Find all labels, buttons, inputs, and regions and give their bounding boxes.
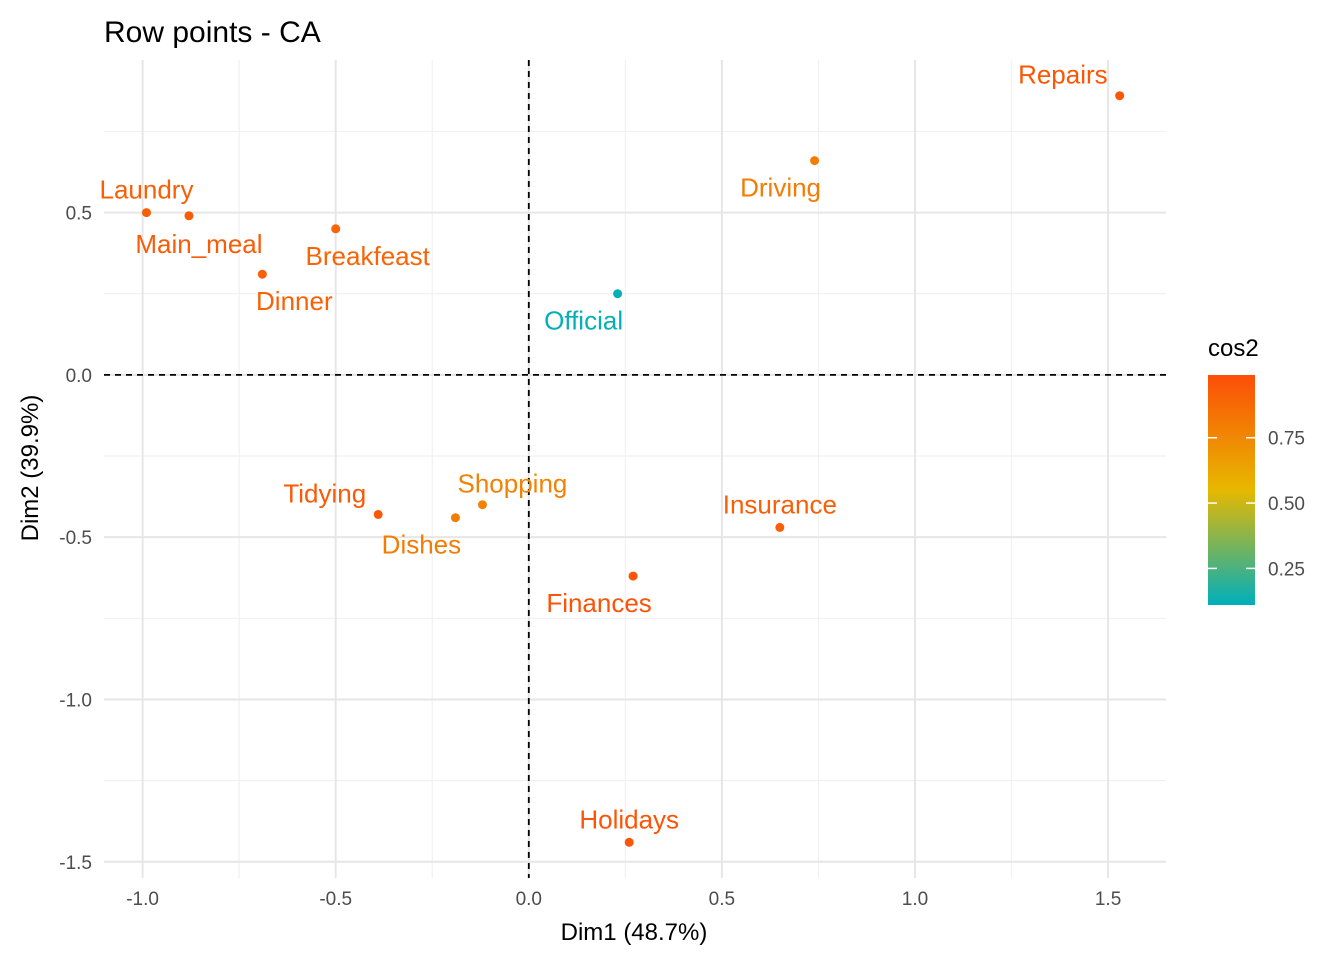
y-axis-title: Dim2 (39.9%) xyxy=(17,395,44,542)
reference-lines xyxy=(104,60,1166,878)
grid-major xyxy=(104,60,1166,878)
point-label: Official xyxy=(544,306,623,336)
point-labels: Laundry Main_meal Dinner Breakfeast Tidying D… xyxy=(99,60,1107,835)
point-label: Dinner xyxy=(256,286,333,316)
point-label: Main_meal xyxy=(135,229,262,259)
data-point xyxy=(613,289,623,299)
data-point xyxy=(810,156,820,166)
legend-tick-label: 0.25 xyxy=(1268,559,1305,580)
point-label: Shopping xyxy=(458,469,568,499)
x-tick-label: 1.5 xyxy=(1095,889,1121,910)
x-tick-label: -0.5 xyxy=(319,889,352,910)
legend-title: cos2 xyxy=(1208,335,1259,362)
legend-tick-label: 0.50 xyxy=(1268,494,1305,515)
data-point xyxy=(373,509,383,519)
data-point xyxy=(1115,91,1125,101)
x-tick-label: 0.5 xyxy=(709,889,735,910)
y-axis-ticks: -1.5 -1.0 -0.5 0.0 0.5 xyxy=(59,204,92,874)
point-label: Laundry xyxy=(99,175,193,205)
data-point xyxy=(624,837,634,847)
point-label: Driving xyxy=(740,173,821,203)
point-label: Dishes xyxy=(382,530,461,560)
point-label: Finances xyxy=(546,588,652,618)
data-point xyxy=(331,224,341,234)
point-label: Repairs xyxy=(1018,60,1108,90)
legend-ticks: 0.25 0.50 0.75 xyxy=(1208,429,1305,580)
point-label: Breakfeast xyxy=(306,241,431,271)
data-point xyxy=(775,522,785,532)
data-point xyxy=(628,571,638,581)
grid-minor xyxy=(104,60,1166,878)
x-tick-label: 1.0 xyxy=(902,889,928,910)
data-point xyxy=(141,208,151,218)
y-tick-label: 0.0 xyxy=(66,366,92,387)
data-point xyxy=(450,513,460,523)
point-label: Holidays xyxy=(579,804,679,834)
point-label: Insurance xyxy=(723,489,837,519)
y-tick-label: 0.5 xyxy=(66,204,92,225)
legend-colorbar xyxy=(1208,375,1255,605)
point-label: Tidying xyxy=(283,478,366,508)
y-tick-label: -0.5 xyxy=(59,528,92,549)
data-point xyxy=(477,500,487,510)
legend-tick-label: 0.75 xyxy=(1268,429,1305,450)
y-tick-label: -1.5 xyxy=(59,853,92,874)
chart-title: Row points - CA xyxy=(104,16,321,49)
cos2-legend: cos2 0.25 0.50 0.75 xyxy=(1208,335,1305,605)
x-axis-ticks: -1.0 -0.5 0.0 0.5 1.0 1.5 xyxy=(126,889,1121,910)
x-axis-title: Dim1 (48.7%) xyxy=(561,919,708,946)
data-points xyxy=(141,91,1125,847)
y-tick-label: -1.0 xyxy=(59,690,92,711)
data-point xyxy=(257,269,267,279)
x-tick-label: 0.0 xyxy=(516,889,542,910)
data-point xyxy=(184,211,194,221)
x-tick-label: -1.0 xyxy=(126,889,159,910)
